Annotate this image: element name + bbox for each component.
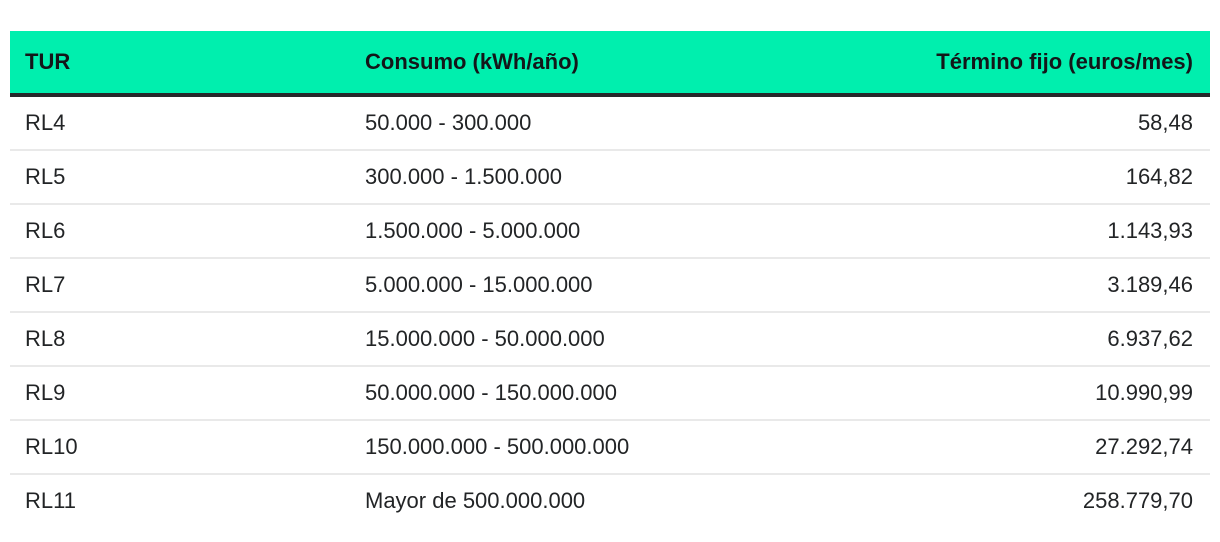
cell-termino-fijo: 27.292,74	[810, 420, 1210, 475]
cell-consumo: 5.000.000 - 15.000.000	[365, 258, 810, 313]
table-row: RL8 15.000.000 - 50.000.000 6.937,62	[10, 312, 1210, 367]
cell-termino-fijo: 10.990,99	[810, 366, 1210, 421]
cell-consumo: Mayor de 500.000.000	[365, 488, 586, 513]
table-row: RL7 5.000.000 - 15.000.000 3.189,46	[10, 258, 1210, 313]
cell-consumo: 15.000.000 - 50.000.000	[365, 312, 810, 367]
tariff-table-container: TUR Consumo (kWh/año) Término fijo (euros/…	[10, 31, 1210, 527]
cell-tur: RL7	[10, 258, 365, 313]
cell-termino-fijo: 1.143,93	[810, 204, 1210, 259]
cell-tur: RL4	[10, 95, 365, 151]
table-header: TUR Consumo (kWh/año) Término fijo (euros/…	[10, 31, 1210, 97]
column-header-consumo: Consumo (kWh/año)	[365, 31, 810, 97]
column-header-termino-fijo: Término fijo (euros/mes)	[810, 31, 1210, 97]
tariff-table: TUR Consumo (kWh/año) Término fijo (euros/…	[10, 31, 1210, 527]
table-row: RL9 50.000.000 - 150.000.000 10.990,99	[10, 366, 1210, 421]
cell-termino-fijo: 58,48	[810, 95, 1210, 151]
table-row: RL6 1.500.000 - 5.000.000 1.143,93	[10, 204, 1210, 259]
table-row: RL11 Mayor de 500.000.000 258.779,70	[10, 474, 1210, 527]
cell-termino-fijo: 258.779,70	[1082, 488, 1193, 513]
table-row: RL10 150.000.000 - 500.000.000 27.292,74	[10, 420, 1210, 475]
cell-consumo: 50.000 - 300.000	[365, 95, 810, 151]
cell-termino-fijo: 3.189,46	[810, 258, 1210, 313]
cell-consumo: 300.000 - 1.500.000	[365, 150, 810, 205]
table-row: RL4 50.000 - 300.000 58,48	[10, 95, 1210, 151]
table-row: RL5 300.000 - 1.500.000 164,82	[10, 150, 1210, 205]
cell-tur: RL9	[10, 366, 365, 421]
cell-tur: RL11	[25, 488, 76, 513]
cell-termino-fijo: 164,82	[810, 150, 1210, 205]
cell-tur: RL10	[10, 420, 365, 475]
cell-termino-fijo: 6.937,62	[810, 312, 1210, 367]
column-header-tur: TUR	[10, 31, 365, 97]
table-body: RL4 50.000 - 300.000 58,48 RL5 300.000 - 1.5…	[10, 95, 1210, 527]
cell-tur: RL8	[10, 312, 365, 367]
cell-tur: RL5	[10, 150, 365, 205]
header-row: TUR Consumo (kWh/año) Término fijo (euros/…	[10, 31, 1210, 97]
cell-consumo: 150.000.000 - 500.000.000	[365, 420, 810, 475]
cell-tur: RL6	[10, 204, 365, 259]
cell-consumo: 1.500.000 - 5.000.000	[365, 204, 810, 259]
cell-consumo: 50.000.000 - 150.000.000	[365, 366, 810, 421]
